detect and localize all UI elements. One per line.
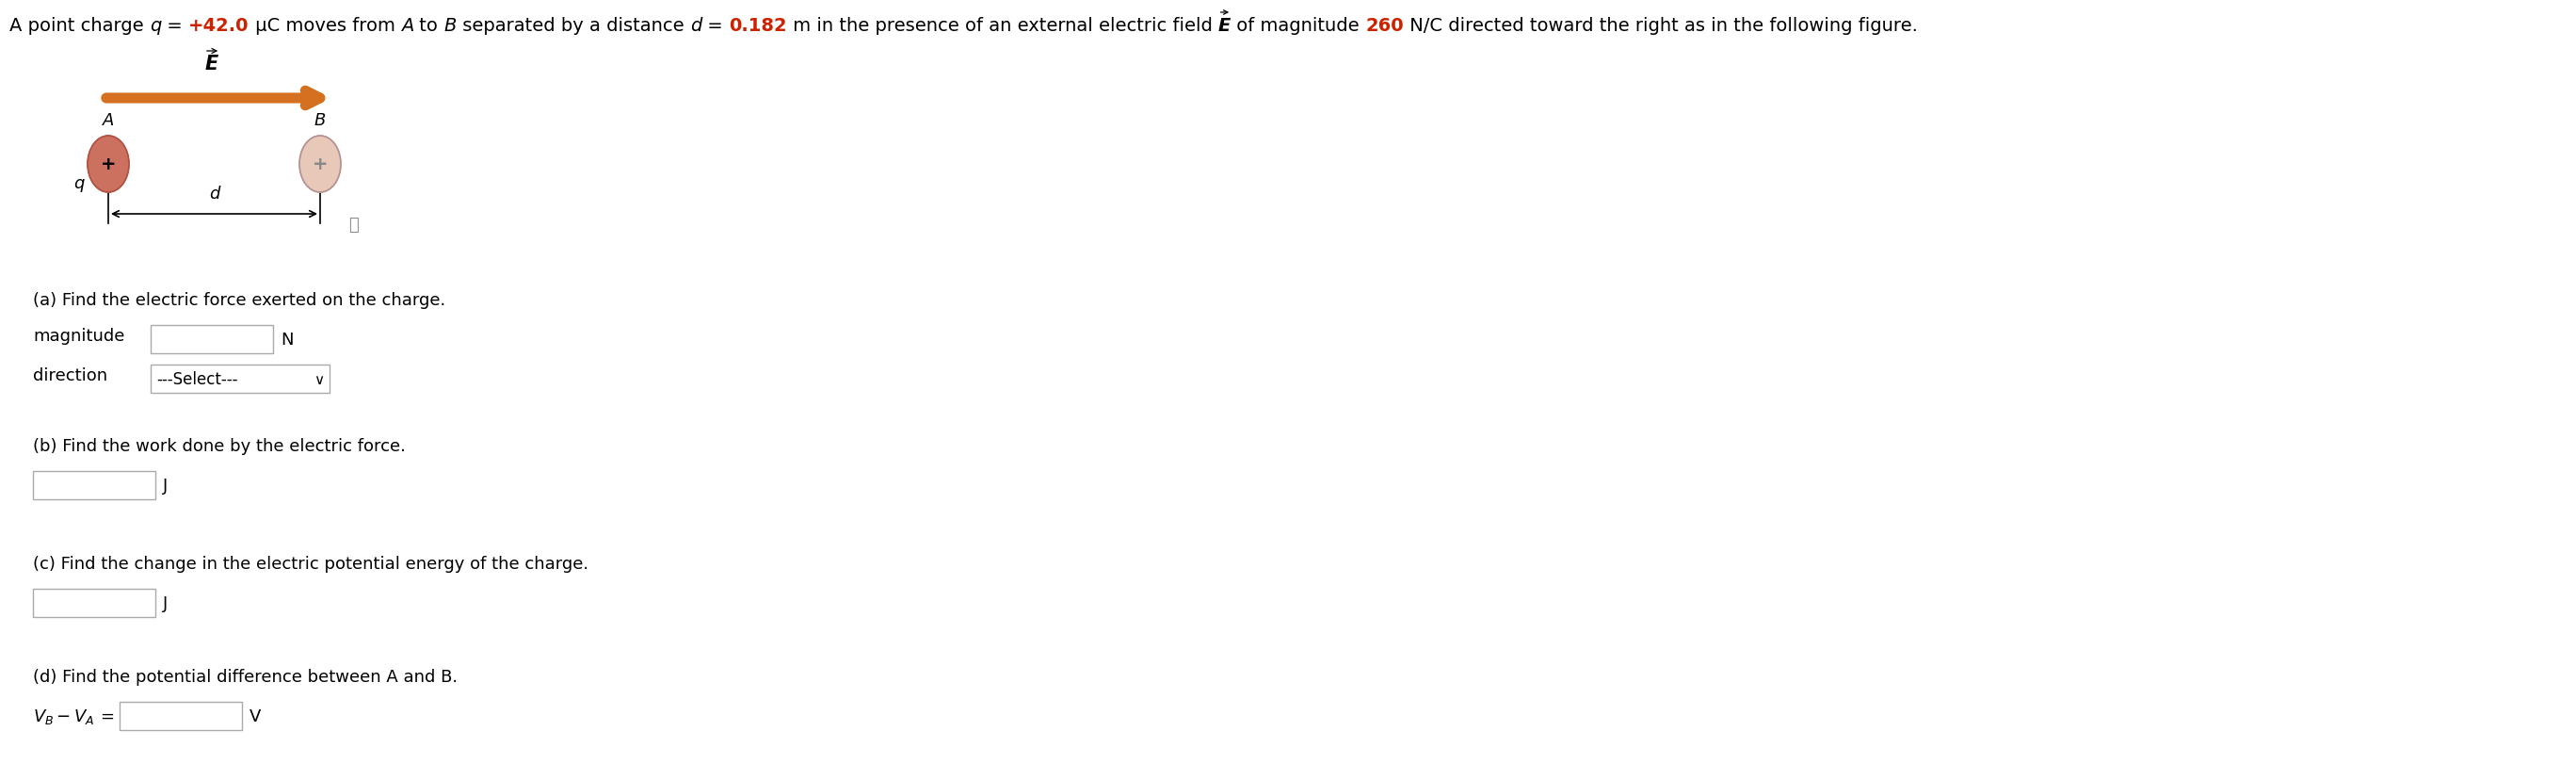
Ellipse shape [299, 136, 340, 193]
Text: (b) Find the work done by the electric force.: (b) Find the work done by the electric f… [33, 438, 404, 455]
FancyBboxPatch shape [33, 471, 155, 500]
Text: A: A [402, 17, 415, 35]
FancyBboxPatch shape [33, 589, 155, 617]
Text: d: d [209, 186, 219, 202]
Text: =: = [162, 17, 188, 35]
Text: N/C directed toward the right as in the following figure.: N/C directed toward the right as in the … [1404, 17, 1917, 35]
Text: B: B [314, 112, 327, 129]
Text: 260: 260 [1365, 17, 1404, 35]
FancyBboxPatch shape [118, 702, 242, 730]
Text: J: J [162, 594, 167, 612]
Text: direction: direction [33, 367, 108, 384]
FancyBboxPatch shape [149, 365, 330, 393]
Text: (c) Find the change in the electric potential energy of the charge.: (c) Find the change in the electric pote… [33, 555, 587, 572]
Text: d: d [690, 17, 701, 35]
Text: to: to [415, 17, 443, 35]
Text: $V_B - V_A\,=$: $V_B - V_A\,=$ [33, 707, 113, 725]
Text: (a) Find the electric force exerted on the charge.: (a) Find the electric force exerted on t… [33, 292, 446, 309]
Text: 0.182: 0.182 [729, 17, 786, 35]
Text: +: + [312, 156, 327, 174]
Text: +42.0: +42.0 [188, 17, 250, 35]
Text: (d) Find the potential difference between A and B.: (d) Find the potential difference betwee… [33, 668, 459, 685]
Text: ⓘ: ⓘ [348, 216, 358, 233]
Text: B: B [443, 17, 456, 35]
Text: magnitude: magnitude [33, 328, 124, 344]
Text: A point charge: A point charge [10, 17, 149, 35]
Text: of magnitude: of magnitude [1231, 17, 1365, 35]
Text: q: q [149, 17, 162, 35]
Text: separated by a distance: separated by a distance [456, 17, 690, 35]
Text: A: A [103, 112, 113, 129]
FancyBboxPatch shape [149, 325, 273, 354]
Ellipse shape [88, 136, 129, 193]
Text: V: V [250, 707, 260, 725]
Text: ---Select---: ---Select--- [157, 370, 237, 388]
Text: m in the presence of an external electric field: m in the presence of an external electri… [786, 17, 1218, 35]
Text: E: E [206, 55, 219, 73]
Text: N: N [281, 331, 294, 348]
Text: E: E [1218, 17, 1231, 35]
Text: =: = [701, 17, 729, 35]
Text: +: + [100, 156, 116, 174]
Text: ∨: ∨ [314, 372, 325, 386]
Text: q: q [75, 175, 85, 192]
Text: μC moves from: μC moves from [250, 17, 402, 35]
Text: J: J [162, 477, 167, 494]
